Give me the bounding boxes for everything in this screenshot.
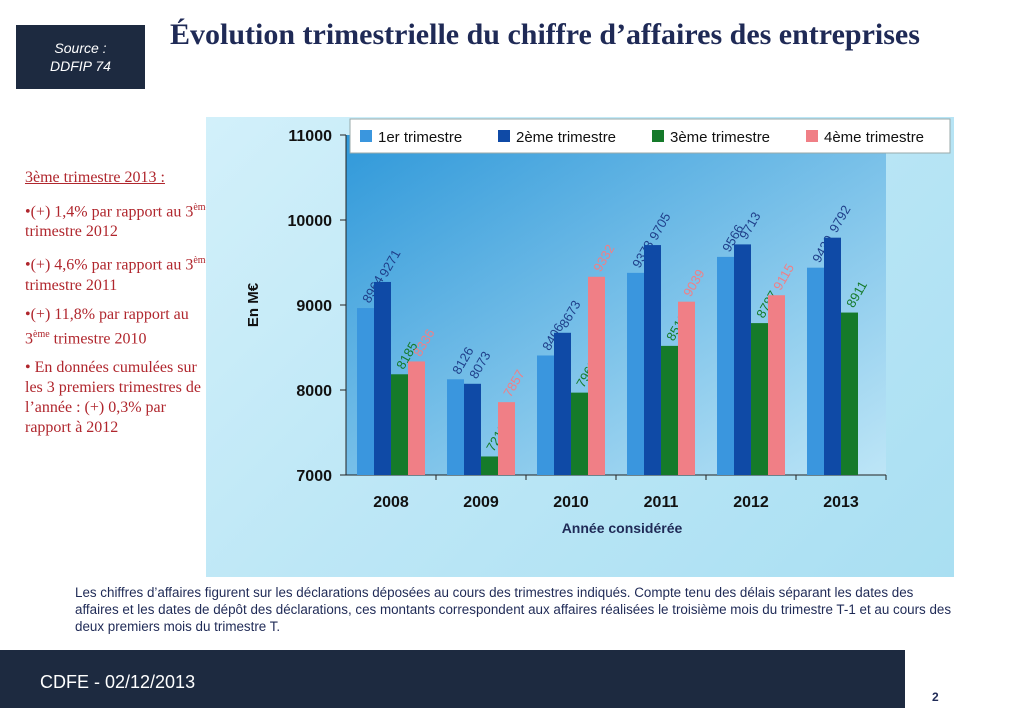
y-tick-label: 11000 [288,128,332,145]
bar [481,456,498,475]
source-box: Source : DDFIP 74 [16,25,145,89]
y-tick-label: 8000 [296,383,332,400]
plot-area [346,135,886,475]
footnote: Les chiffres d’affaires figurent sur les… [75,585,952,634]
x-axis-title: Année considérée [562,520,683,536]
x-tick-label: 2010 [553,494,589,511]
y-tick-label: 7000 [296,468,332,485]
sidebar-bullet: • En données cumulées sur les 3 premiers… [25,358,201,436]
legend-swatch [360,130,372,142]
bar [627,272,644,475]
bar [554,332,571,475]
x-tick-label: 2011 [644,494,679,511]
bar [571,392,588,475]
bar [717,256,734,475]
bar [588,276,605,475]
legend-box [349,118,951,154]
y-tick-label: 9000 [296,298,332,315]
bar [537,355,554,475]
bar [498,402,515,475]
page-title: Évolution trimestrielle du chiffre d’aff… [170,18,920,51]
source-label: Source : [54,40,107,56]
sidebar-bullet: •(+) 1,4% par rapport au 3ème trimestre … [25,202,210,241]
sidebar-commentary: 3ème trimestre 2013 : •(+) 1,4% par rapp… [25,168,210,447]
footer-bar [0,650,905,708]
bar [464,383,481,475]
legend-swatch [498,130,510,142]
legend-swatch [652,130,664,142]
bar [841,312,858,475]
x-tick-label: 2008 [373,494,409,511]
legend-label: 4ème trimestre [824,129,924,146]
bar [374,281,391,475]
bar [751,323,768,475]
y-axis-title: En M€ [245,282,262,327]
legend-label: 1er trimestre [378,129,462,146]
bar [447,379,464,475]
bar [824,237,841,475]
bar [678,301,695,475]
legend-label: 3ème trimestre [670,129,770,146]
y-tick-label: 10000 [288,213,333,230]
sidebar-bullet: •(+) 4,6% par rapport au 3ème trimestre … [25,255,210,294]
sidebar-heading: 3ème trimestre 2013 : [25,169,165,186]
legend-swatch [806,130,818,142]
x-tick-label: 2009 [463,494,499,511]
page-number: 2 [932,690,939,704]
bar [661,345,678,475]
legend-label: 2ème trimestre [516,129,616,146]
bar [807,267,824,475]
x-tick-label: 2013 [823,494,859,511]
sidebar-bullet: •(+) 11,8% par rapport au 3ème trimestre… [25,305,189,347]
bar [391,374,408,475]
footer-date: CDFE - 02/12/2013 [40,672,196,692]
bar [357,308,374,475]
x-tick-label: 2012 [733,494,769,511]
source-name: DDFIP 74 [50,58,111,74]
bar [644,245,661,475]
bar [734,244,751,475]
chart-panel: 7000 8000 9000 10000 11000 En M€ 8964 9271 8185 8… [206,117,954,577]
bar [408,361,425,475]
bar [768,295,785,475]
